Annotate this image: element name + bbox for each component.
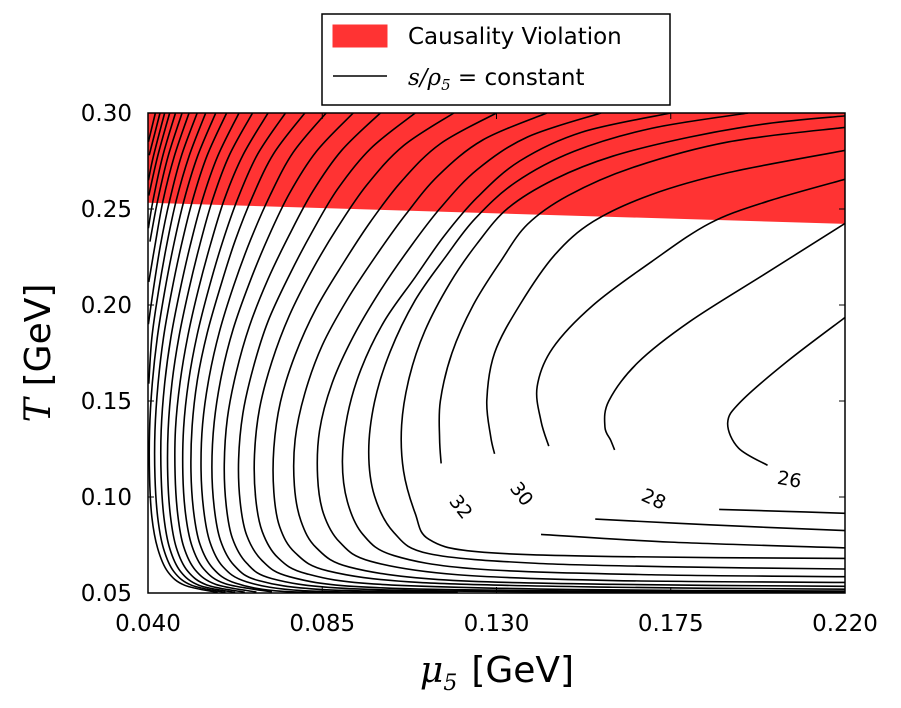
contour-line-54 — [148, 113, 171, 196]
contour-line-43 — [181, 113, 287, 593]
contour-line-57 — [148, 113, 157, 142]
contour-line-52 — [149, 113, 183, 242]
legend: Causality Violation s/ρ5 = constant — [321, 13, 671, 106]
contour-line-32 — [367, 113, 845, 570]
legend-patch-causality — [332, 24, 388, 48]
contour-line-39 — [223, 113, 768, 593]
contour-line-44 — [174, 113, 269, 593]
contour-line-28-tail — [595, 518, 845, 532]
contour-line-49 — [148, 113, 207, 384]
contour-line-37 — [253, 113, 845, 592]
contour-line-48 — [148, 113, 218, 593]
x-axis-ticks: 0.040 0.085 0.130 0.175 0.220 — [115, 113, 878, 637]
y-tick-label: 0.05 — [81, 581, 132, 607]
x-axis-label: μ5 [GeV] — [420, 650, 574, 696]
plot-area — [148, 113, 845, 593]
contour-line-27 — [603, 222, 845, 451]
contour-label-26: 26 — [776, 467, 804, 493]
contour-line-34 — [316, 113, 845, 584]
causality-violation-region — [148, 113, 845, 224]
contour-line-38 — [237, 113, 845, 593]
contour-line-45 — [166, 113, 254, 593]
contour-line-36 — [272, 113, 845, 590]
contour-line-26-tail — [719, 508, 845, 515]
x-tick-label: 0.085 — [289, 611, 355, 637]
contour-label-32: 32 — [444, 491, 476, 524]
contour-lines — [148, 113, 845, 593]
contour-label-28: 28 — [638, 484, 669, 514]
x-tick-label: 0.040 — [115, 611, 181, 637]
x-tick-label: 0.175 — [638, 611, 704, 637]
contour-line-33 — [341, 113, 845, 578]
contour-line-56 — [148, 113, 161, 156]
contour-line-31 — [400, 115, 845, 560]
x-tick-label: 0.220 — [812, 611, 878, 637]
contour-line-55 — [148, 113, 166, 181]
contour-line-26 — [726, 316, 845, 467]
y-axis-ticks: 0.05 0.10 0.15 0.20 0.25 0.30 — [81, 101, 845, 607]
contour-line-46 — [159, 113, 240, 593]
contour-line-53 — [148, 113, 177, 229]
contour-line-50 — [148, 113, 198, 325]
contour-label-30: 30 — [505, 478, 537, 511]
contour-line-30 — [438, 126, 845, 464]
contour-labels: 32 30 28 26 — [444, 467, 803, 524]
y-tick-label: 0.25 — [81, 197, 132, 223]
y-tick-label: 0.10 — [81, 485, 132, 511]
y-tick-label: 0.30 — [81, 101, 132, 127]
y-tick-label: 0.20 — [81, 293, 132, 319]
contour-line-51 — [148, 113, 190, 283]
contour-line-30-tail — [540, 533, 845, 549]
contour-line-35 — [292, 113, 845, 588]
legend-label-causality: Causality Violation — [408, 24, 622, 50]
x-tick-label: 0.130 — [464, 611, 530, 637]
contour-line-41 — [200, 113, 420, 593]
y-axis-label: T[GeV] — [18, 284, 59, 423]
contour-line-42 — [190, 113, 381, 593]
contour-line-29 — [485, 149, 845, 454]
y-tick-label: 0.15 — [81, 389, 132, 415]
contour-line-40 — [211, 113, 458, 593]
contour-line-28 — [535, 178, 845, 447]
legend-label-contour: s/ρ5 = constant — [408, 65, 585, 94]
contour-line-47 — [153, 113, 228, 593]
